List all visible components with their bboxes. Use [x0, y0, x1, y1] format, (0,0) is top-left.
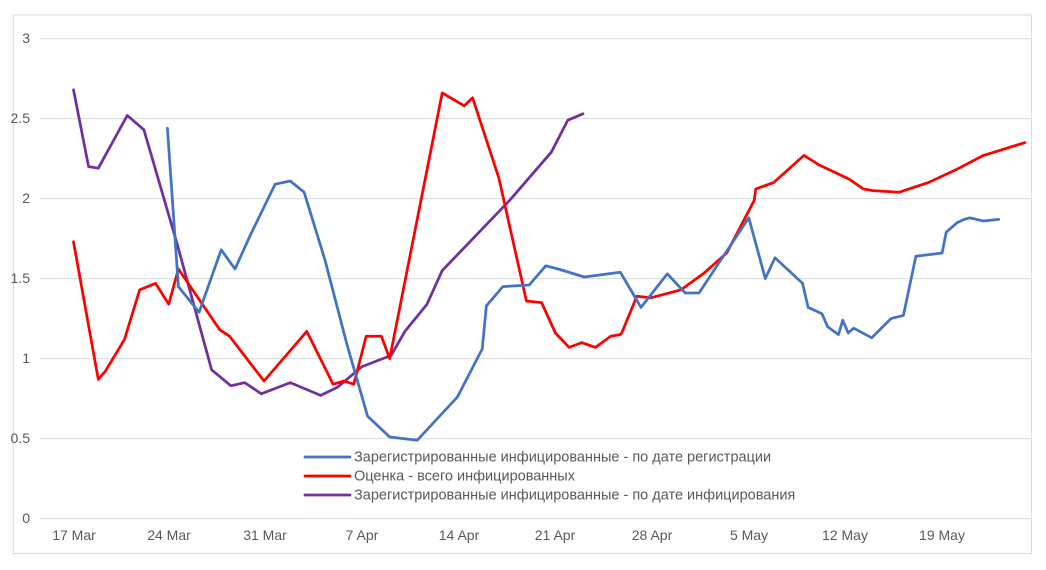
svg-text:12 May: 12 May [822, 527, 868, 543]
svg-text:2.5: 2.5 [11, 110, 31, 126]
svg-text:5 May: 5 May [730, 527, 768, 543]
svg-text:2: 2 [22, 190, 30, 206]
svg-text:0.5: 0.5 [11, 430, 31, 446]
svg-text:28 Apr: 28 Apr [632, 527, 673, 543]
svg-text:Зарегистрированные инфицирован: Зарегистрированные инфицированные - по д… [354, 488, 795, 504]
svg-text:Зарегистрированные инфицирован: Зарегистрированные инфицированные - по д… [354, 450, 771, 466]
svg-text:Оценка - всего инфицированных: Оценка - всего инфицированных [354, 469, 576, 485]
svg-text:14 Apr: 14 Apr [439, 527, 480, 543]
svg-text:31 Mar: 31 Mar [243, 527, 287, 543]
svg-text:17 Mar: 17 Mar [52, 527, 96, 543]
svg-text:3: 3 [22, 30, 30, 46]
svg-text:1: 1 [22, 350, 30, 366]
svg-text:0: 0 [22, 510, 30, 526]
svg-text:24 Mar: 24 Mar [147, 527, 191, 543]
svg-text:19 May: 19 May [919, 527, 965, 543]
svg-text:7 Apr: 7 Apr [346, 527, 379, 543]
svg-text:21 Apr: 21 Apr [535, 527, 576, 543]
svg-text:1.5: 1.5 [11, 270, 31, 286]
